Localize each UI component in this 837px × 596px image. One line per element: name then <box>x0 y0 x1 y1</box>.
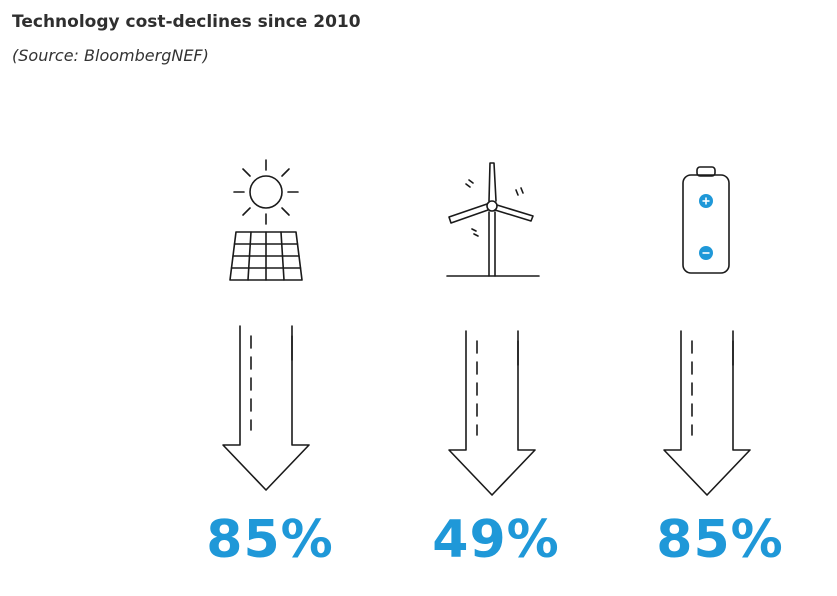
battery-icon <box>682 166 730 274</box>
wind-cost-decline-value: 49% <box>432 510 560 570</box>
down-arrow-icon <box>448 330 536 496</box>
battery-plus-icon <box>699 194 713 208</box>
wind-turbine-icon <box>446 162 540 277</box>
solar-cost-decline-value: 85% <box>206 510 334 570</box>
page-title: Technology cost-declines since 2010 <box>12 12 361 32</box>
battery-minus-icon <box>699 246 713 260</box>
solar-panel-icon <box>229 159 303 281</box>
battery-cost-decline-value: 85% <box>656 510 784 570</box>
down-arrow-icon <box>663 330 751 496</box>
source-caption: (Source: BloombergNEF) <box>12 46 209 65</box>
down-arrow-icon <box>222 325 310 491</box>
